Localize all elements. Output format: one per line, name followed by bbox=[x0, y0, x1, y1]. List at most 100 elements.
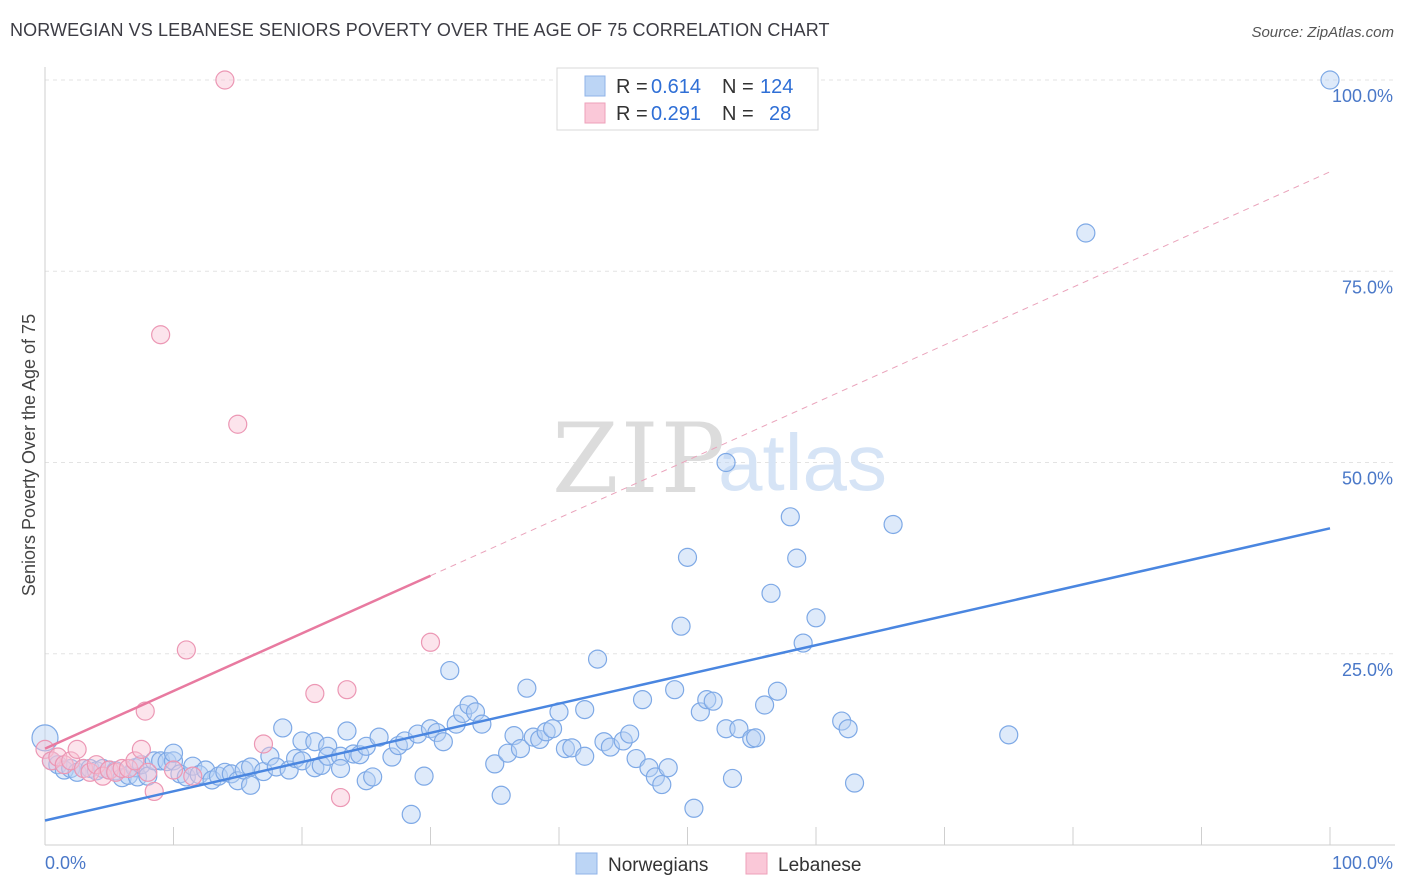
norwegian-point-61 bbox=[401, 804, 421, 825]
watermark: ZIP atlas bbox=[552, 403, 887, 515]
watermark-atlas: atlas bbox=[718, 418, 887, 507]
tick-labels: 25.0% 50.0% 75.0% 100.0% 0.0% 100.0% bbox=[45, 86, 1393, 873]
series-legend: Norwegians Lebanese bbox=[575, 852, 861, 876]
norwegian-point-103 bbox=[690, 702, 710, 722]
norwegian-point-66 bbox=[433, 732, 453, 752]
norwegian-point-86 bbox=[575, 746, 595, 766]
grid-lines bbox=[45, 79, 1395, 655]
chart-source: Source: ZipAtlas.com bbox=[1251, 24, 1394, 41]
norwegian-point-116 bbox=[787, 548, 807, 568]
norwegian-point-72 bbox=[472, 714, 492, 734]
norwegian-point-57 bbox=[369, 727, 389, 747]
lebanese-point-19 bbox=[151, 325, 171, 345]
chart-title: NORWEGIAN VS LEBANESE SENIORS POVERTY OV… bbox=[10, 20, 830, 40]
lebanese-point-2 bbox=[48, 747, 68, 767]
norwegian-point-73 bbox=[485, 754, 505, 774]
norwegian-point-115 bbox=[780, 507, 800, 527]
norwegian-point-101 bbox=[677, 547, 698, 567]
bottom-legend-label-norwegians: Norwegians bbox=[608, 855, 708, 876]
norwegian-point-75 bbox=[498, 743, 518, 763]
legend-r-value-2: 0.291 bbox=[651, 103, 701, 125]
norwegian-point-22 bbox=[163, 743, 184, 763]
norwegian-point-77 bbox=[510, 739, 531, 759]
watermark-zip: ZIP bbox=[552, 403, 727, 515]
lebanese-point-27 bbox=[330, 787, 351, 808]
lebanese-point-21 bbox=[176, 640, 196, 660]
bottom-legend-swatch-norwegians bbox=[575, 852, 598, 875]
norwegian-point-113 bbox=[761, 583, 781, 603]
norwegian-point-123 bbox=[999, 725, 1019, 745]
norwegian-point-67 bbox=[440, 660, 460, 681]
norwegian-point-109 bbox=[729, 719, 749, 739]
norwegian-point-122 bbox=[883, 514, 903, 535]
axes bbox=[44, 67, 1395, 846]
norwegian-point-125 bbox=[1320, 70, 1340, 90]
norwegians-trend-line bbox=[44, 527, 1331, 822]
trend-lines bbox=[44, 171, 1331, 822]
legend-n-value-1: 124 bbox=[760, 76, 793, 98]
norwegian-point-112 bbox=[754, 695, 775, 715]
norwegian-point-102 bbox=[684, 798, 704, 818]
norwegian-point-114 bbox=[767, 681, 788, 701]
lebanese-point-13 bbox=[118, 758, 139, 779]
legend-r-label-2: R = bbox=[616, 103, 648, 125]
legend-n-value-2: 28 bbox=[769, 103, 791, 125]
norwegian-point-98 bbox=[658, 758, 678, 778]
lebanese-trend-line bbox=[44, 574, 432, 750]
norwegian-point-97 bbox=[652, 774, 672, 795]
norwegian-point-80 bbox=[530, 729, 550, 750]
norwegian-point-106 bbox=[716, 452, 736, 473]
lebanese-point-28 bbox=[337, 680, 357, 700]
lebanese-point-14 bbox=[125, 751, 145, 771]
norwegian-point-45 bbox=[305, 732, 325, 752]
norwegian-point-35 bbox=[241, 775, 261, 795]
norwegian-point-51 bbox=[337, 721, 357, 741]
legend-r-label-1: R = bbox=[616, 76, 648, 98]
norwegian-point-119 bbox=[832, 711, 852, 731]
lebanese-point-25 bbox=[253, 734, 274, 754]
norwegian-point-82 bbox=[542, 719, 563, 739]
norwegian-point-104 bbox=[697, 690, 717, 710]
x-tick-label-1: 100.0% bbox=[1332, 853, 1393, 873]
norwegian-point-74 bbox=[491, 785, 511, 805]
norwegian-point-118 bbox=[806, 608, 826, 628]
norwegian-point-56 bbox=[363, 767, 383, 787]
lebanese-point-26 bbox=[305, 683, 325, 704]
lebanese-point-15 bbox=[131, 739, 151, 759]
norwegian-point-37 bbox=[260, 746, 280, 766]
norwegian-point-108 bbox=[722, 768, 743, 789]
lebanese-point-29 bbox=[420, 632, 441, 652]
lebanese-point-5 bbox=[67, 739, 87, 759]
legend-swatch-norwegians bbox=[584, 75, 606, 97]
y-tick-label-3: 100.0% bbox=[1332, 86, 1393, 106]
norwegian-point-120 bbox=[838, 719, 858, 739]
lebanese-trend-extension bbox=[430, 171, 1331, 577]
norwegian-point-88 bbox=[587, 649, 608, 669]
norwegian-point-63 bbox=[414, 766, 434, 786]
lebanese-point-24 bbox=[228, 414, 248, 434]
norwegian-point-84 bbox=[555, 739, 576, 759]
y-tick-label-2: 75.0% bbox=[1342, 277, 1393, 297]
y-axis-label: Seniors Poverty Over the Age of 75 bbox=[19, 314, 39, 596]
norwegian-point-94 bbox=[632, 690, 653, 710]
correlation-legend: R = 0.614 N = 124 R = 0.291 N = 28 bbox=[556, 67, 819, 131]
norwegian-point-92 bbox=[620, 724, 640, 744]
x-tick-label-0: 0.0% bbox=[45, 853, 86, 873]
lebanese-point-7 bbox=[80, 762, 100, 782]
lebanese-point-20 bbox=[163, 760, 184, 780]
y-tick-label-0: 25.0% bbox=[1342, 660, 1393, 680]
norwegian-point-111 bbox=[746, 728, 766, 748]
bottom-legend-label-lebanese: Lebanese bbox=[778, 855, 861, 876]
norwegian-point-105 bbox=[703, 691, 723, 711]
norwegian-point-58 bbox=[382, 747, 402, 767]
y-tick-label-1: 50.0% bbox=[1342, 469, 1393, 489]
lebanese-point-23 bbox=[215, 70, 235, 90]
norwegian-point-87 bbox=[575, 699, 595, 720]
legend-n-label-2: N = bbox=[722, 103, 754, 125]
norwegian-point-39 bbox=[273, 718, 293, 738]
norwegian-point-100 bbox=[671, 616, 691, 636]
legend-r-value-1: 0.614 bbox=[651, 76, 701, 98]
norwegian-point-124 bbox=[1076, 223, 1096, 243]
lebanese-point-22 bbox=[183, 766, 203, 786]
